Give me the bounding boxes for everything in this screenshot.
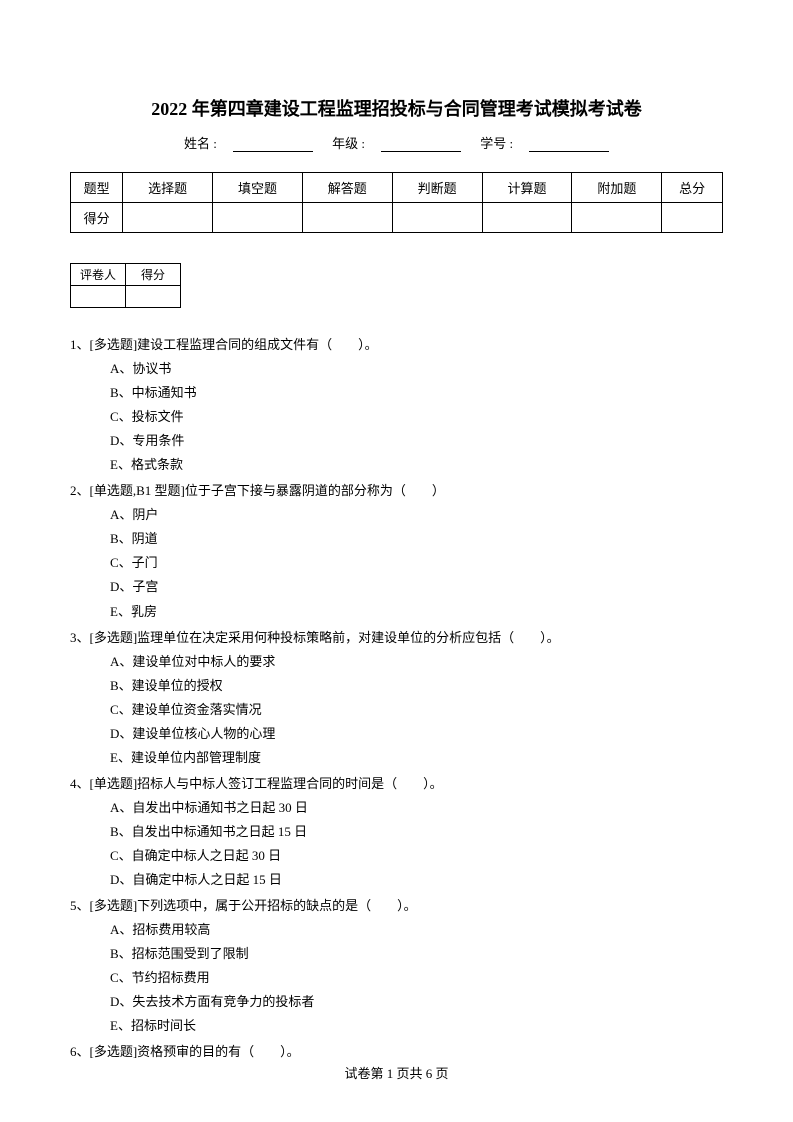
question-item: 5、[多选题]下列选项中，属于公开招标的缺点的是（ ）。A、招标费用较高B、招标…	[70, 894, 723, 1038]
score-header-cell: 填空题	[213, 173, 303, 203]
question-option: B、中标通知书	[70, 381, 723, 405]
question-item: 2、[单选题,B1 型题]位于子宫下接与暴露阴道的部分称为（ ）A、阴户B、阴道…	[70, 479, 723, 623]
question-option: C、投标文件	[70, 405, 723, 429]
question-option: D、专用条件	[70, 429, 723, 453]
score-table-value-row: 得分	[71, 203, 723, 233]
question-option: E、格式条款	[70, 453, 723, 477]
score-cell[interactable]	[662, 203, 723, 233]
score-header-cell: 题型	[71, 173, 123, 203]
question-item: 3、[多选题]监理单位在决定采用何种投标策略前，对建设单位的分析应包括（ ）。A…	[70, 626, 723, 770]
question-option: A、建设单位对中标人的要求	[70, 650, 723, 674]
question-stem: 3、[多选题]监理单位在决定采用何种投标策略前，对建设单位的分析应包括（ ）。	[70, 626, 723, 650]
question-stem: 5、[多选题]下列选项中，属于公开招标的缺点的是（ ）。	[70, 894, 723, 918]
grader-table: 评卷人 得分	[70, 263, 181, 308]
question-item: 4、[单选题]招标人与中标人签订工程监理合同的时间是（ ）。A、自发出中标通知书…	[70, 772, 723, 892]
score-header-cell: 判断题	[392, 173, 482, 203]
question-option: D、子宫	[70, 575, 723, 599]
grader-cell[interactable]	[71, 286, 126, 308]
score-cell[interactable]	[572, 203, 662, 233]
question-stem: 4、[单选题]招标人与中标人签订工程监理合同的时间是（ ）。	[70, 772, 723, 796]
question-item: 1、[多选题]建设工程监理合同的组成文件有（ ）。A、协议书B、中标通知书C、投…	[70, 333, 723, 477]
score-header-cell: 附加题	[572, 173, 662, 203]
question-option: B、阴道	[70, 527, 723, 551]
questions-container: 1、[多选题]建设工程监理合同的组成文件有（ ）。A、协议书B、中标通知书C、投…	[70, 333, 723, 1064]
score-header-cell: 总分	[662, 173, 723, 203]
question-option: E、建设单位内部管理制度	[70, 746, 723, 770]
grader-score-cell[interactable]	[126, 286, 181, 308]
question-option: C、建设单位资金落实情况	[70, 698, 723, 722]
id-label: 学号 :	[480, 136, 513, 151]
score-cell[interactable]	[392, 203, 482, 233]
score-cell[interactable]	[213, 203, 303, 233]
grade-blank[interactable]	[381, 138, 461, 152]
question-option: D、建设单位核心人物的心理	[70, 722, 723, 746]
score-header-cell: 解答题	[302, 173, 392, 203]
name-label: 姓名 :	[184, 136, 217, 151]
question-option: A、协议书	[70, 357, 723, 381]
question-stem: 2、[单选题,B1 型题]位于子宫下接与暴露阴道的部分称为（ ）	[70, 479, 723, 503]
question-option: B、招标范围受到了限制	[70, 942, 723, 966]
score-cell[interactable]	[482, 203, 572, 233]
grader-score-header: 得分	[126, 264, 181, 286]
exam-title: 2022 年第四章建设工程监理招投标与合同管理考试模拟考试卷	[70, 95, 723, 121]
question-option: C、子门	[70, 551, 723, 575]
question-stem: 6、[多选题]资格预审的目的有（ ）。	[70, 1040, 723, 1064]
question-option: B、自发出中标通知书之日起 15 日	[70, 820, 723, 844]
score-header-cell: 计算题	[482, 173, 572, 203]
score-cell[interactable]	[302, 203, 392, 233]
score-header-cell: 选择题	[123, 173, 213, 203]
id-blank[interactable]	[529, 138, 609, 152]
student-info-line: 姓名 : 年级 : 学号 :	[70, 133, 723, 152]
question-stem: 1、[多选题]建设工程监理合同的组成文件有（ ）。	[70, 333, 723, 357]
question-option: E、乳房	[70, 600, 723, 624]
question-option: D、失去技术方面有竞争力的投标者	[70, 990, 723, 1014]
question-item: 6、[多选题]资格预审的目的有（ ）。	[70, 1040, 723, 1064]
grader-header: 评卷人	[71, 264, 126, 286]
score-cell[interactable]	[123, 203, 213, 233]
question-option: B、建设单位的授权	[70, 674, 723, 698]
score-table-header-row: 题型 选择题 填空题 解答题 判断题 计算题 附加题 总分	[71, 173, 723, 203]
question-option: A、阴户	[70, 503, 723, 527]
score-table: 题型 选择题 填空题 解答题 判断题 计算题 附加题 总分 得分	[70, 172, 723, 233]
question-option: A、自发出中标通知书之日起 30 日	[70, 796, 723, 820]
question-option: C、节约招标费用	[70, 966, 723, 990]
question-option: D、自确定中标人之日起 15 日	[70, 868, 723, 892]
question-option: E、招标时间长	[70, 1014, 723, 1038]
name-blank[interactable]	[233, 138, 313, 152]
score-row-label: 得分	[71, 203, 123, 233]
grade-label: 年级 :	[332, 136, 365, 151]
question-option: C、自确定中标人之日起 30 日	[70, 844, 723, 868]
page-footer: 试卷第 1 页共 6 页	[0, 1063, 793, 1082]
question-option: A、招标费用较高	[70, 918, 723, 942]
